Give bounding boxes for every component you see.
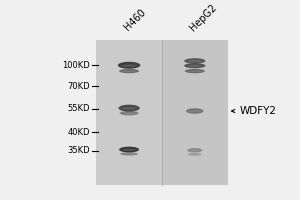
Ellipse shape bbox=[187, 60, 202, 62]
Ellipse shape bbox=[188, 71, 202, 72]
Ellipse shape bbox=[123, 153, 135, 155]
Text: H460: H460 bbox=[122, 7, 147, 33]
Bar bbox=[96, 40, 228, 185]
Ellipse shape bbox=[122, 71, 136, 72]
Ellipse shape bbox=[185, 69, 205, 73]
Bar bbox=[96, 40, 162, 185]
Text: 100KD: 100KD bbox=[62, 61, 90, 70]
Ellipse shape bbox=[190, 150, 200, 151]
Ellipse shape bbox=[122, 113, 136, 114]
Ellipse shape bbox=[187, 148, 202, 152]
Ellipse shape bbox=[184, 58, 206, 64]
Bar bbox=[162, 40, 228, 185]
Text: 40KD: 40KD bbox=[68, 128, 90, 137]
Ellipse shape bbox=[122, 107, 136, 110]
Text: 55KD: 55KD bbox=[68, 104, 90, 113]
Text: 35KD: 35KD bbox=[68, 146, 90, 155]
Ellipse shape bbox=[120, 111, 139, 115]
Ellipse shape bbox=[190, 154, 200, 155]
Ellipse shape bbox=[118, 105, 140, 112]
Text: WDFY2: WDFY2 bbox=[232, 106, 277, 116]
Ellipse shape bbox=[122, 149, 136, 151]
Text: 70KD: 70KD bbox=[68, 82, 90, 91]
Ellipse shape bbox=[121, 64, 137, 67]
Ellipse shape bbox=[188, 153, 202, 156]
Ellipse shape bbox=[187, 65, 202, 67]
Ellipse shape bbox=[186, 108, 204, 114]
Text: HepG2: HepG2 bbox=[188, 2, 218, 33]
Ellipse shape bbox=[119, 147, 139, 152]
Ellipse shape bbox=[120, 152, 138, 155]
Ellipse shape bbox=[189, 110, 201, 112]
Ellipse shape bbox=[184, 63, 206, 68]
Ellipse shape bbox=[119, 69, 139, 73]
Ellipse shape bbox=[118, 62, 140, 69]
